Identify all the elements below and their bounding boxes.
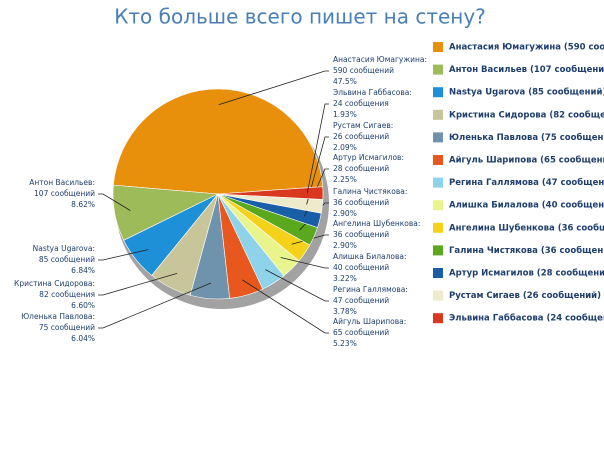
callout-value: 24 сообщения	[333, 99, 389, 108]
legend-label: Анастасия Юмагужина (590 сообщений)	[449, 42, 604, 53]
callout-name: Эльвина Габбасова:	[333, 88, 412, 97]
legend-swatch	[433, 155, 443, 165]
callout-name: Айгуль Шарипова:	[333, 317, 406, 326]
callout-line	[98, 282, 212, 329]
legend-swatch	[433, 245, 443, 256]
callout-percent: 8.62%	[71, 200, 95, 209]
callout-value: 36 сообщений	[333, 230, 389, 239]
callout-line	[98, 249, 149, 261]
callout-name: Nastya Ugarova:	[33, 244, 95, 253]
callout-percent: 3.78%	[333, 307, 357, 316]
callout-value: 107 сообщений	[34, 189, 95, 198]
callout-line	[280, 257, 329, 269]
callout-name: Кристина Сидорова:	[14, 279, 95, 288]
callout-value: 47 сообщений	[333, 296, 389, 305]
legend-label: Антон Васильев (107 сообщений)	[449, 64, 604, 75]
callout-percent: 2.90%	[333, 241, 357, 250]
callout-percent: 6.84%	[71, 266, 95, 275]
callout-percent: 6.60%	[71, 301, 95, 310]
legend-swatch	[433, 42, 443, 52]
callout-name: Регина Галлямова:	[333, 285, 408, 294]
callout-value: 26 сообщений	[333, 132, 389, 141]
pie-slice	[217, 186, 324, 200]
callout-name: Галина Чистякова:	[333, 187, 407, 196]
callout-value: 82 сообщения	[39, 290, 95, 299]
chart-title: Кто больше всего пишет на стену?	[114, 5, 486, 29]
legend-label: Эльвина Габбасова (24 сообщения)	[449, 313, 604, 324]
legend-swatch	[433, 200, 443, 211]
callout-line	[306, 136, 329, 205]
legend-label: Юленька Павлова (75 сообщений)	[449, 132, 604, 143]
callout-name: Артур Исмагилов:	[333, 153, 404, 162]
callout-percent: 5.23%	[333, 339, 357, 348]
callout-value: 28 сообщений	[333, 164, 389, 173]
callout-line	[98, 272, 178, 296]
legend-label: Регина Галлямова (47 сообщений)	[449, 177, 604, 188]
callout-percent: 6.04%	[71, 334, 95, 343]
callout-value: 40 сообщений	[333, 263, 389, 272]
callout-percent: 3.22%	[333, 274, 357, 283]
legend-label: Рустам Сигаев (26 сообщений)	[449, 290, 601, 301]
callout-value: 36 сообщений	[333, 198, 389, 207]
legend-swatch	[433, 268, 443, 278]
callout-line	[242, 279, 329, 334]
legend-label: Алишка Билалова (40 сообщений)	[449, 200, 604, 211]
legend-swatch	[433, 222, 443, 233]
callout-percent: 47.5%	[333, 77, 357, 86]
callout-name: Юленька Павлова:	[21, 312, 95, 321]
callout-name: Алишка Билалова:	[333, 252, 407, 261]
callout-name: Антон Васильев:	[29, 178, 95, 187]
legend-swatch	[433, 64, 443, 75]
pie-slice	[113, 88, 324, 195]
legend-swatch	[433, 290, 443, 301]
callout-percent: 2.09%	[333, 143, 357, 152]
callout-value: 65 сообщений	[333, 328, 389, 337]
legend-swatch	[433, 87, 443, 98]
legend-label: Айгуль Шарипова (65 сообщений)	[449, 155, 604, 166]
callout-name: Анастасия Юмагужина:	[333, 55, 427, 64]
callout-line	[218, 70, 329, 106]
callout-percent: 1.93%	[333, 110, 357, 119]
legend-label: Ангелина Шубенкова (36 сообщений)	[449, 222, 604, 233]
callout-name: Ангелина Шубенкова:	[333, 219, 420, 228]
callout-line	[265, 269, 329, 302]
callout-percent: 2.25%	[333, 175, 357, 184]
legend-swatch	[433, 177, 443, 188]
legend-swatch	[433, 109, 443, 120]
legend-label: Nastya Ugarova (85 сообщений)	[449, 87, 604, 98]
callout-name: Рустам Сигаев:	[333, 121, 393, 130]
callout-line	[306, 103, 329, 194]
callout-line	[98, 193, 131, 211]
legend-label: Артур Исмагилов (28 сообщений)	[449, 268, 604, 279]
legend-swatch	[433, 313, 443, 324]
callout-percent: 2.90%	[333, 209, 357, 218]
legend-swatch	[433, 132, 443, 143]
legend-label: Кристина Сидорова (82 сообщения)	[449, 109, 604, 120]
callout-value: 590 сообщений	[333, 66, 394, 75]
legend-label: Галина Чистякова (36 сообщений)	[449, 245, 604, 256]
callout-value: 75 сообщений	[39, 323, 95, 332]
callout-value: 85 сообщений	[39, 255, 95, 264]
